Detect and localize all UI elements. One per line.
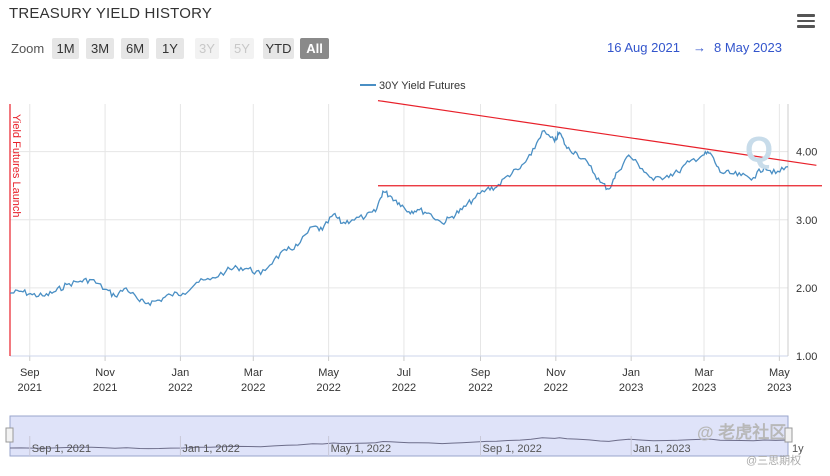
x-tick-label-year: 2022 — [468, 382, 492, 394]
navigator-right-handle[interactable] — [784, 427, 793, 443]
x-tick-label-year: 2023 — [692, 382, 716, 394]
x-tick-label-year: 2021 — [93, 382, 117, 394]
q-logo-icon: Q — [745, 129, 773, 170]
x-tick-label-year: 2022 — [392, 382, 416, 394]
navigator-label: Sep 1, 2021 — [32, 443, 91, 455]
x-tick-label-month: Jan — [172, 367, 190, 379]
watermark-text: @ 老虎社区 — [697, 423, 787, 442]
navigator-series — [9, 437, 789, 450]
zoom-button-ytd[interactable]: YTD — [263, 38, 294, 59]
x-tick-label-month: Sep — [471, 367, 491, 379]
range-to[interactable]: 8 May 2023 — [714, 40, 782, 55]
x-tick-label-month: May — [769, 367, 790, 379]
navigator-label: May 1, 2022 — [331, 443, 392, 455]
menu-bar — [797, 14, 815, 17]
launch-annotation-text: Yield Futures Launch — [10, 114, 22, 218]
series-line-30y[interactable] — [9, 129, 789, 307]
navigator-label: Jan 1, 2023 — [633, 443, 691, 455]
trend-line — [377, 100, 817, 166]
navigator-window[interactable] — [9, 415, 789, 457]
y-tick-label: 1.00 — [796, 351, 817, 363]
x-tick-label-month: Sep — [20, 367, 40, 379]
x-tick-label-month: Jan — [622, 367, 640, 379]
zoom-button-3m[interactable]: 3M — [86, 38, 114, 59]
x-tick-label-year: 2022 — [168, 382, 192, 394]
navigator-label: Sep 1, 2022 — [483, 443, 542, 455]
zoom-button-all[interactable]: All — [300, 38, 329, 59]
zoom-button-1y[interactable]: 1Y — [156, 38, 184, 59]
x-tick-label-year: 2022 — [544, 382, 568, 394]
legend-label[interactable]: 30Y Yield Futures — [379, 80, 466, 92]
y-tick-label: 4.00 — [796, 147, 817, 159]
zoom-button-6m[interactable]: 6M — [121, 38, 149, 59]
zoom-button-3y: 3Y — [195, 38, 219, 59]
x-tick-label-month: Nov — [546, 367, 566, 379]
x-tick-label-month: Mar — [695, 367, 714, 379]
navigator-left-handle[interactable] — [5, 427, 14, 443]
zoom-button-5y: 5Y — [230, 38, 254, 59]
range-arrow: → — [693, 40, 706, 55]
menu-bar — [797, 25, 815, 28]
range-from[interactable]: 16 Aug 2021 — [607, 40, 681, 55]
y-tick-label: 2.00 — [796, 283, 817, 295]
navigator-label: Jan 1, 2022 — [182, 443, 240, 455]
x-tick-label-month: Nov — [95, 367, 115, 379]
y-tick-label: 3.00 — [796, 215, 817, 227]
x-tick-label-month: May — [318, 367, 339, 379]
x-tick-label-year: 2022 — [316, 382, 340, 394]
zoom-button-1m[interactable]: 1M — [52, 38, 79, 59]
x-tick-label-year: 2022 — [241, 382, 265, 394]
x-tick-label-year: 2023 — [619, 382, 643, 394]
menu-bar — [797, 19, 815, 22]
navigator-label-partial: 1y — [792, 443, 804, 455]
hamburger-menu-icon[interactable] — [797, 14, 815, 28]
chart-title: TREASURY YIELD HISTORY — [9, 5, 213, 22]
x-tick-label-year: 2023 — [767, 382, 791, 394]
x-tick-label-month: Jul — [397, 367, 411, 379]
watermark-sub: @三思期权 — [746, 455, 802, 467]
zoom-label: Zoom — [11, 41, 45, 56]
x-tick-label-year: 2021 — [18, 382, 42, 394]
x-tick-label-month: Mar — [244, 367, 263, 379]
